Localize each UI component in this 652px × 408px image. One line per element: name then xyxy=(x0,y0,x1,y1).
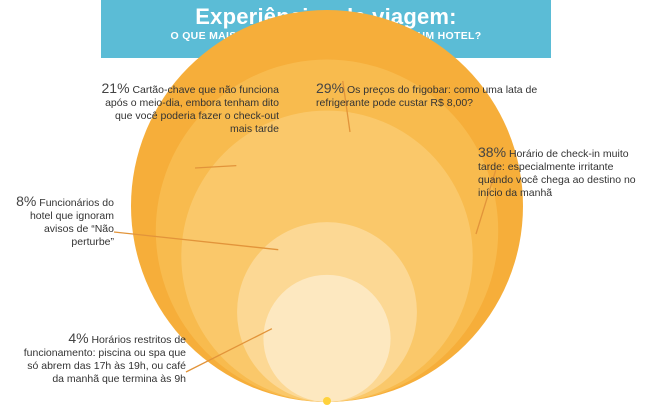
leader-line-38 xyxy=(475,169,497,235)
label-21-percent: 21% xyxy=(101,80,130,96)
leader-line-29 xyxy=(342,80,351,133)
label-4-text: Horários restritos de funcionamento: pis… xyxy=(23,334,186,385)
label-4: 4% Horários restritos de funcionamento: … xyxy=(22,330,186,386)
label-8-text: Funcionários do hotel que ignoram avisos… xyxy=(29,197,114,248)
label-38-text: Horário de check-in muito tarde: especia… xyxy=(478,148,636,199)
label-29-text: Os preços do frigobar: como uma lata de … xyxy=(316,84,538,109)
label-38-percent: 38% xyxy=(478,144,507,160)
leader-line-8 xyxy=(113,231,279,251)
bubble-center-dot xyxy=(323,397,331,405)
label-29: 29% Os preços do frigobar: como uma lata… xyxy=(316,80,546,110)
label-38: 38% Horário de check-in muito tarde: esp… xyxy=(478,144,646,200)
label-21-text: Cartão-chave que não funciona após o mei… xyxy=(105,84,279,135)
label-29-percent: 29% xyxy=(316,80,345,96)
leader-line-4 xyxy=(185,328,273,373)
label-8: 8% Funcionários do hotel que ignoram avi… xyxy=(4,193,114,249)
leader-lines-group xyxy=(113,80,497,373)
bubble-4 xyxy=(263,274,391,402)
label-4-percent: 4% xyxy=(68,330,89,346)
bubbles-group xyxy=(131,10,523,405)
label-21: 21% Cartão-chave que não funciona após o… xyxy=(97,80,279,136)
leader-line-21 xyxy=(194,164,237,169)
label-8-percent: 8% xyxy=(16,193,37,209)
